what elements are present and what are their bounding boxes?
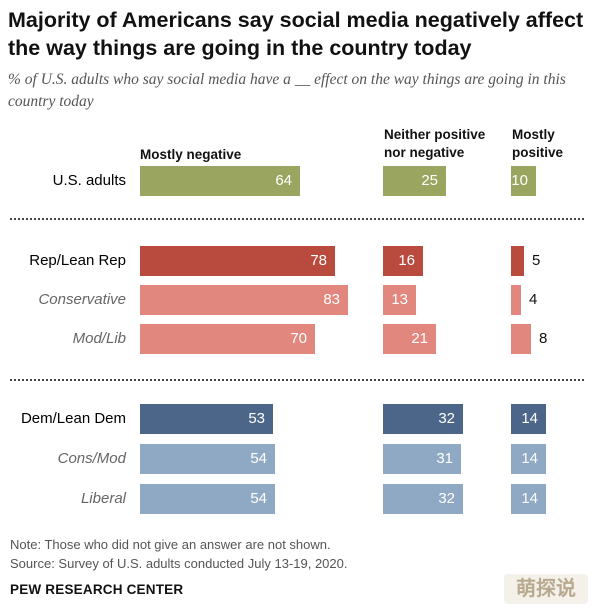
bar bbox=[511, 166, 536, 196]
bar bbox=[511, 246, 524, 276]
data-label: 64 bbox=[275, 172, 292, 189]
column-header-positive: Mostly positive bbox=[512, 127, 564, 160]
data-label: 21 bbox=[411, 330, 428, 347]
data-label: 32 bbox=[438, 490, 455, 507]
group-divider bbox=[10, 218, 584, 220]
data-label: 83 bbox=[323, 291, 340, 308]
data-label: 4 bbox=[529, 291, 538, 308]
group-divider bbox=[10, 379, 584, 381]
bar bbox=[511, 404, 546, 434]
category-label: Dem/Lean Dem bbox=[20, 410, 126, 427]
brand-logo-text: PEW RESEARCH CENTER bbox=[10, 582, 184, 597]
category-label: Mod/Lib bbox=[72, 330, 126, 347]
bar bbox=[383, 404, 463, 434]
bar bbox=[383, 444, 461, 474]
bar bbox=[511, 444, 546, 474]
data-label: 54 bbox=[250, 490, 267, 507]
bar bbox=[140, 444, 275, 474]
chart-title: Majority of Americans say social media n… bbox=[8, 8, 584, 60]
category-label: Cons/Mod bbox=[57, 450, 126, 467]
data-label: 78 bbox=[310, 252, 327, 269]
column-header-negative: Mostly negative bbox=[140, 147, 242, 162]
data-label: 14 bbox=[521, 490, 538, 507]
bar bbox=[511, 484, 546, 514]
data-label: 14 bbox=[521, 410, 538, 427]
bar bbox=[140, 246, 335, 276]
bar bbox=[383, 166, 446, 196]
data-label: 14 bbox=[521, 450, 538, 467]
bar bbox=[511, 285, 521, 315]
bar bbox=[140, 285, 348, 315]
data-label: 16 bbox=[398, 252, 415, 269]
data-label: 5 bbox=[532, 252, 541, 269]
data-label: 10 bbox=[511, 172, 528, 189]
bar bbox=[140, 324, 315, 354]
column-header-neither: Neither positive nor negative bbox=[384, 127, 486, 160]
bar bbox=[383, 246, 423, 276]
data-label: 53 bbox=[248, 410, 265, 427]
watermark: 萌探说 bbox=[504, 574, 588, 604]
bar bbox=[383, 285, 416, 315]
category-label: Rep/Lean Rep bbox=[29, 252, 126, 269]
data-label: 13 bbox=[391, 291, 408, 308]
bar bbox=[140, 484, 275, 514]
category-label: Liberal bbox=[80, 490, 126, 507]
bar bbox=[511, 324, 531, 354]
data-label: 54 bbox=[250, 450, 267, 467]
category-label: Conservative bbox=[38, 291, 126, 308]
data-label: 25 bbox=[421, 172, 438, 189]
data-label: 8 bbox=[539, 330, 548, 347]
chart-source: Source: Survey of U.S. adults conducted … bbox=[10, 556, 348, 571]
chart-note: Note: Those who did not give an answer a… bbox=[10, 537, 331, 552]
data-label: 31 bbox=[436, 450, 453, 467]
category-label: U.S. adults bbox=[52, 172, 126, 189]
chart-subtitle: % of U.S. adults who say social media ha… bbox=[8, 71, 566, 110]
data-label: 32 bbox=[438, 410, 455, 427]
bar bbox=[383, 324, 436, 354]
bar bbox=[383, 484, 463, 514]
bar bbox=[140, 166, 300, 196]
data-label: 70 bbox=[290, 330, 307, 347]
bar bbox=[140, 404, 273, 434]
